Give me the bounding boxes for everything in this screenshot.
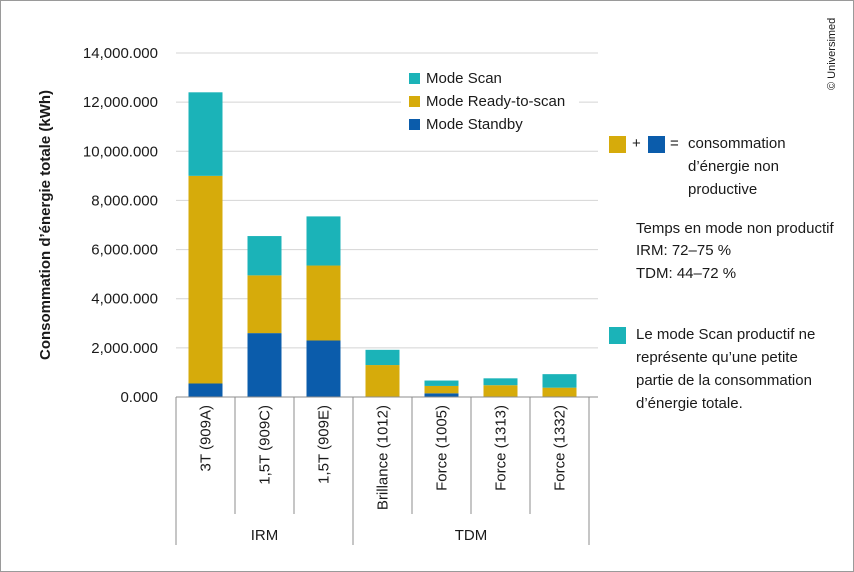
bar-segment-ready <box>542 387 577 397</box>
bar-segment-scan <box>424 380 459 386</box>
bar-segment-scan <box>542 374 577 388</box>
y-tick-label: 4,000.000 <box>91 291 158 308</box>
x-tick-labels: 3T (909A) 1,5T (909C) 1,5T (909E) Brillance… <box>198 405 569 510</box>
y-axis-label: Consommation d’énergie totale (kWh) <box>37 90 54 360</box>
bar-segment-scan <box>306 216 341 266</box>
x-tick-label: Force (1313) <box>493 405 510 491</box>
bar-segment-scan <box>188 92 223 176</box>
legend: Mode Scan Mode Ready-to-scan Mode Standby <box>401 66 579 146</box>
x-tick-label: 1,5T (909E) <box>316 405 333 484</box>
non-productive-line-1: consommation <box>688 135 786 152</box>
time-line-1: Temps en mode non productif <box>636 220 834 237</box>
bars <box>188 92 577 397</box>
y-tick-label: 8,000.000 <box>91 192 158 209</box>
bar-segment-scan <box>365 349 400 366</box>
scan-swatch <box>609 327 626 344</box>
x-tick-label: Force (1332) <box>552 405 569 491</box>
plus-sign: + <box>632 135 641 152</box>
y-tick-label: 10,000.000 <box>83 143 158 160</box>
bar-segment-ready <box>188 175 223 384</box>
non-productive-line-2: d’énergie non <box>688 158 779 175</box>
bar-segment-ready <box>424 385 459 394</box>
y-tick-label: 0.000 <box>120 389 158 406</box>
standby-swatch <box>648 136 665 153</box>
scan-line-4: d’énergie totale. <box>636 395 743 412</box>
legend-background <box>401 66 579 146</box>
x-tick-label: Force (1005) <box>434 405 451 491</box>
group-labels: IRM TDM <box>251 527 488 544</box>
legend-swatch <box>409 96 420 107</box>
time-line-2: IRM: 72–75 % <box>636 242 732 259</box>
group-label: IRM <box>251 527 279 544</box>
ready-swatch <box>609 136 626 153</box>
non-productive-line-3: productive <box>688 181 758 198</box>
bar-segment-standby <box>424 393 459 397</box>
axes <box>175 396 598 545</box>
scan-line-3: partie de la consommation <box>636 372 812 389</box>
copyright-text: © Universimed <box>826 17 838 90</box>
bar-segment-ready <box>247 275 282 334</box>
legend-label: Mode Ready-to-scan <box>426 93 565 110</box>
y-tick-label: 6,000.000 <box>91 242 158 259</box>
scan-line-1: Le mode Scan productif ne <box>636 326 816 343</box>
bar-segment-standby <box>306 340 341 397</box>
bar-segment-ready <box>306 265 341 341</box>
bar-segment-standby <box>188 383 223 397</box>
x-tick-label: 3T (909A) <box>198 405 215 471</box>
y-tick-label: 2,000.000 <box>91 340 158 357</box>
x-tick-label: Brillance (1012) <box>375 405 392 510</box>
legend-label: Mode Scan <box>426 70 502 87</box>
bar-segment-ready <box>365 365 400 397</box>
legend-swatch <box>409 73 420 84</box>
x-tick-label: 1,5T (909C) <box>257 405 274 485</box>
y-tick-label: 12,000.000 <box>83 94 158 111</box>
legend-label: Mode Standby <box>426 116 523 133</box>
bar-segment-standby <box>247 333 282 397</box>
scan-line-2: représente qu’une petite <box>636 349 798 366</box>
equals-sign: = <box>670 135 679 152</box>
bar-segment-scan <box>483 378 518 386</box>
time-line-3: TDM: 44–72 % <box>636 265 737 282</box>
y-tick-labels: 0.000 2,000.000 4,000.000 6,000.000 8,000.00… <box>83 45 158 406</box>
group-label: TDM <box>455 527 488 544</box>
bar-segment-scan <box>247 236 282 276</box>
legend-swatch <box>409 119 420 130</box>
y-tick-label: 14,000.000 <box>83 45 158 62</box>
bar-segment-ready <box>483 385 518 397</box>
